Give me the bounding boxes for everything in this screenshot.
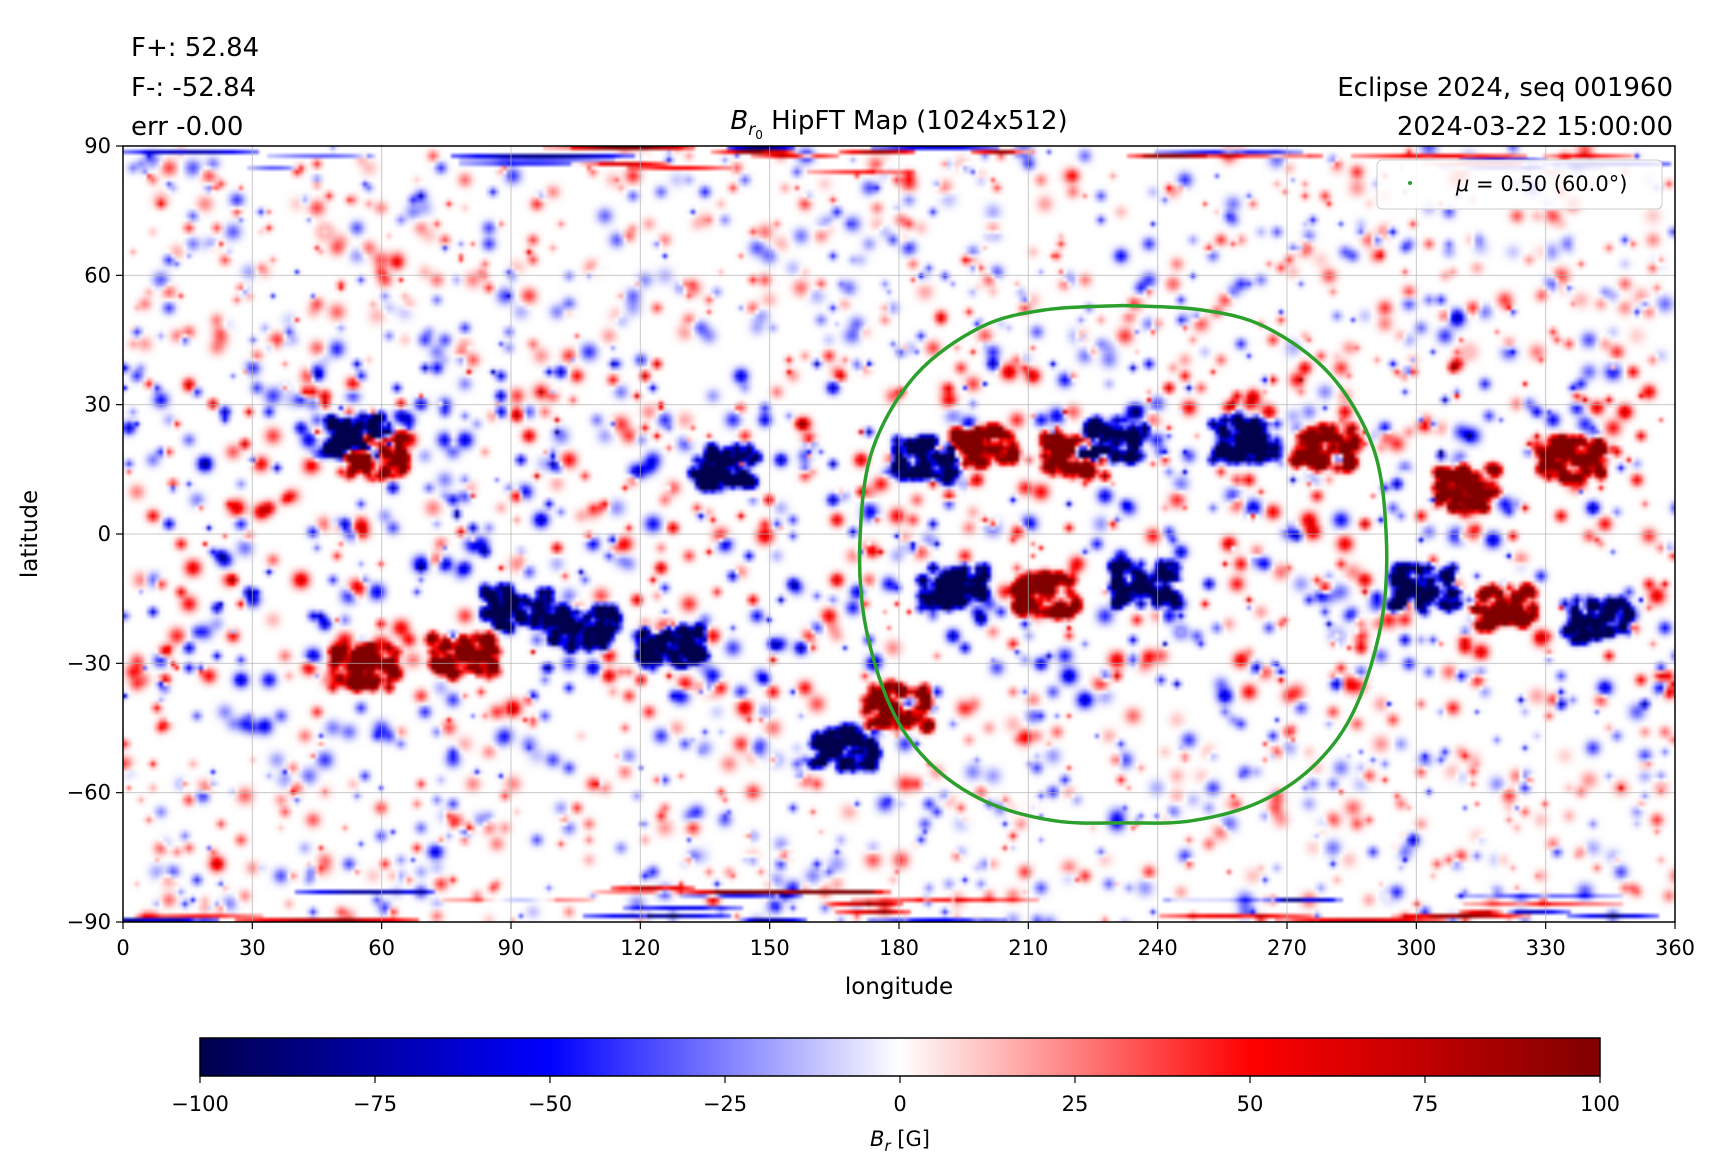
mu-contour-line	[857, 303, 1389, 825]
colorbar-ticks: −100 −75 −50 −25 0 25 50 75 100	[171, 1076, 1620, 1116]
colorbar-tick-label: −100	[171, 1092, 229, 1116]
x-tick-label: 210	[1008, 936, 1048, 960]
colorbar-unit: [G]	[891, 1127, 930, 1151]
title-subscript: r	[748, 120, 756, 140]
y-tick-label: −90	[67, 910, 111, 934]
y-tick-label: 90	[84, 134, 111, 158]
legend-mu-value: = 0.50 (60.0°)	[1469, 172, 1627, 196]
x-tick-label: 300	[1396, 936, 1436, 960]
event-label: Eclipse 2024, seq 001960	[1337, 73, 1673, 103]
flux-plus-label: F+: 52.84	[131, 33, 259, 63]
x-tick-label: 0	[116, 936, 129, 960]
x-tick-label: 60	[368, 936, 395, 960]
x-tick-label: 150	[750, 936, 790, 960]
y-tick-label: −60	[67, 781, 111, 805]
colorbar-gradient	[199, 1037, 1601, 1077]
y-tick-label: 60	[84, 263, 111, 287]
x-tick-label: 120	[620, 936, 660, 960]
x-axis-label: longitude	[845, 974, 953, 1000]
colorbar-subscript: r	[884, 1137, 891, 1152]
title-subsubscript: 0	[755, 128, 763, 142]
legend-mu-symbol: μ	[1455, 172, 1469, 196]
y-axis-label: latitude	[17, 490, 43, 578]
legend-marker	[1408, 181, 1412, 185]
plot-area	[122, 145, 1676, 923]
colorbar-symbol: B	[870, 1127, 884, 1151]
legend-box	[1376, 159, 1663, 210]
colorbar-tick-label: −25	[703, 1092, 747, 1116]
x-tick-label: 240	[1138, 936, 1178, 960]
colorbar-tick-label: −50	[528, 1092, 572, 1116]
colorbar-tick-label: 50	[1237, 1092, 1264, 1116]
colorbar-tick-label: −75	[353, 1092, 397, 1116]
colorbar-tick-label: 100	[1580, 1092, 1620, 1116]
legend: μ = 0.50 (60.0°)	[1376, 159, 1663, 210]
x-tick-label: 30	[239, 936, 266, 960]
title-text: HipFT Map (1024x512)	[763, 106, 1068, 136]
datetime-label: 2024-03-22 15:00:00	[1397, 112, 1673, 142]
colorbar: −100 −75 −50 −25 0 25 50 75 100 Br [G]	[171, 1037, 1620, 1152]
title-symbol: B	[730, 106, 748, 136]
legend-label: μ = 0.50 (60.0°)	[1455, 172, 1627, 196]
x-tick-label: 180	[879, 936, 919, 960]
y-tick-label: 30	[84, 393, 111, 417]
x-tick-label: 330	[1526, 936, 1566, 960]
colorbar-tick-label: 25	[1062, 1092, 1089, 1116]
x-tick-label: 270	[1267, 936, 1307, 960]
colorbar-tick-label: 0	[893, 1092, 906, 1116]
y-axis: 90 60 30 0 −30 −60 −90	[67, 134, 123, 934]
y-tick-label: 0	[98, 522, 111, 546]
x-tick-label: 90	[498, 936, 525, 960]
colorbar-label: Br [G]	[870, 1127, 930, 1152]
flux-error-label: err -0.00	[131, 112, 243, 142]
x-axis: 0 30 60 90 120 150 180 210 240 270 300 330 360	[116, 922, 1695, 960]
flux-minus-label: F-: -52.84	[131, 73, 256, 103]
contour-layer	[857, 303, 1389, 825]
colorbar-tick-label: 75	[1412, 1092, 1439, 1116]
chart-title: Br0 HipFT Map (1024x512)	[730, 106, 1067, 142]
x-tick-label: 360	[1655, 936, 1695, 960]
y-tick-label: −30	[67, 651, 111, 675]
